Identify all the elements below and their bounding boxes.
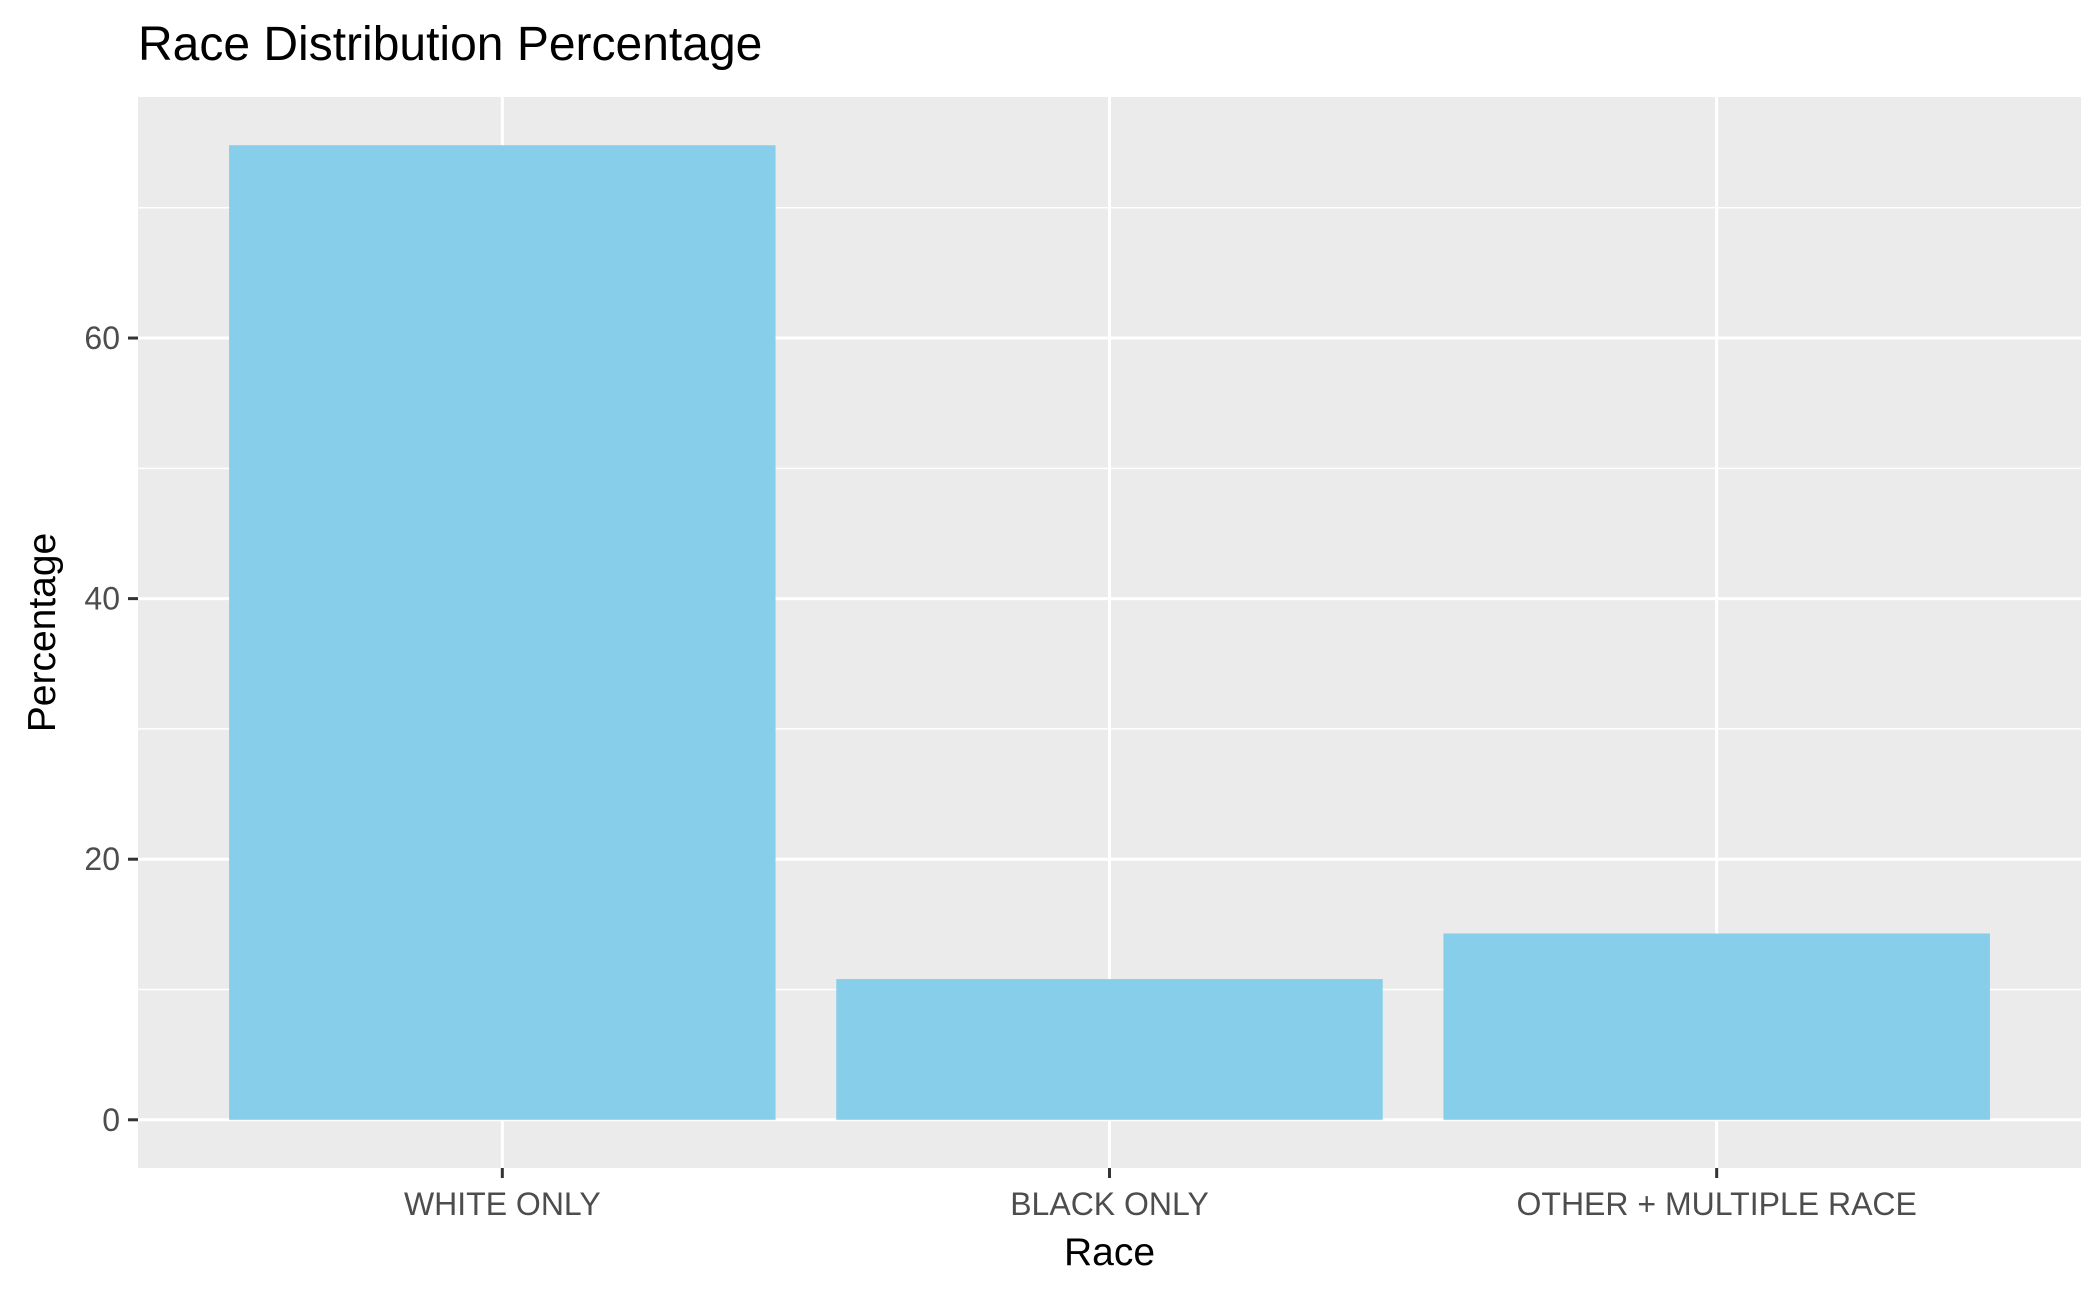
chart-title: Race Distribution Percentage (138, 18, 762, 71)
x-tick-label: OTHER + MULTIPLE RACE (1517, 1186, 1917, 1222)
y-axis-title: Percentage (21, 533, 64, 732)
x-axis: WHITE ONLY BLACK ONLY OTHER + MULTIPLE RAC… (404, 1168, 1917, 1222)
y-tick-label: 0 (102, 1102, 120, 1138)
x-tick-label: WHITE ONLY (404, 1186, 601, 1222)
y-tick-label: 60 (84, 320, 120, 356)
x-axis-title: Race (1064, 1231, 1155, 1274)
x-tick-label: BLACK ONLY (1010, 1186, 1209, 1222)
bar (836, 979, 1383, 1120)
bar (229, 145, 776, 1120)
y-axis: 0 20 40 60 (84, 320, 138, 1138)
bar (1443, 933, 1990, 1120)
bars (229, 145, 1990, 1120)
y-tick-label: 20 (84, 841, 120, 877)
y-tick-label: 40 (84, 581, 120, 617)
